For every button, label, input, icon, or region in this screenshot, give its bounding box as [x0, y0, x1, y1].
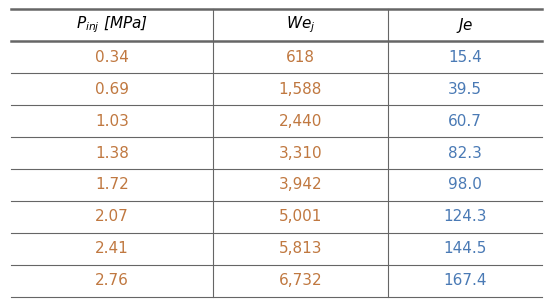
Text: 0.34: 0.34 — [95, 50, 129, 65]
Text: 5,813: 5,813 — [279, 241, 322, 256]
Text: 1.72: 1.72 — [95, 177, 129, 192]
Text: 2.41: 2.41 — [95, 241, 129, 256]
Text: 5,001: 5,001 — [279, 209, 322, 224]
Text: 124.3: 124.3 — [443, 209, 487, 224]
Text: 2.76: 2.76 — [95, 273, 129, 288]
Text: $Je$: $Je$ — [456, 16, 474, 35]
Text: $P_{inj}$ [MPa]: $P_{inj}$ [MPa] — [76, 15, 148, 35]
Text: 98.0: 98.0 — [448, 177, 482, 192]
Text: 15.4: 15.4 — [448, 50, 482, 65]
Text: 3,942: 3,942 — [279, 177, 322, 192]
Text: 2.07: 2.07 — [95, 209, 129, 224]
Text: 1.38: 1.38 — [95, 145, 129, 161]
Text: 618: 618 — [286, 50, 315, 65]
Text: 60.7: 60.7 — [448, 114, 482, 129]
Text: 0.69: 0.69 — [95, 82, 129, 97]
Text: 1,588: 1,588 — [279, 82, 322, 97]
Text: 2,440: 2,440 — [279, 114, 322, 129]
Text: 39.5: 39.5 — [448, 82, 482, 97]
Text: 167.4: 167.4 — [443, 273, 487, 288]
Text: 3,310: 3,310 — [279, 145, 322, 161]
Text: 144.5: 144.5 — [444, 241, 487, 256]
Text: 1.03: 1.03 — [95, 114, 129, 129]
Text: 82.3: 82.3 — [448, 145, 482, 161]
Text: $We_j$: $We_j$ — [286, 15, 315, 35]
Text: 6,732: 6,732 — [279, 273, 322, 288]
